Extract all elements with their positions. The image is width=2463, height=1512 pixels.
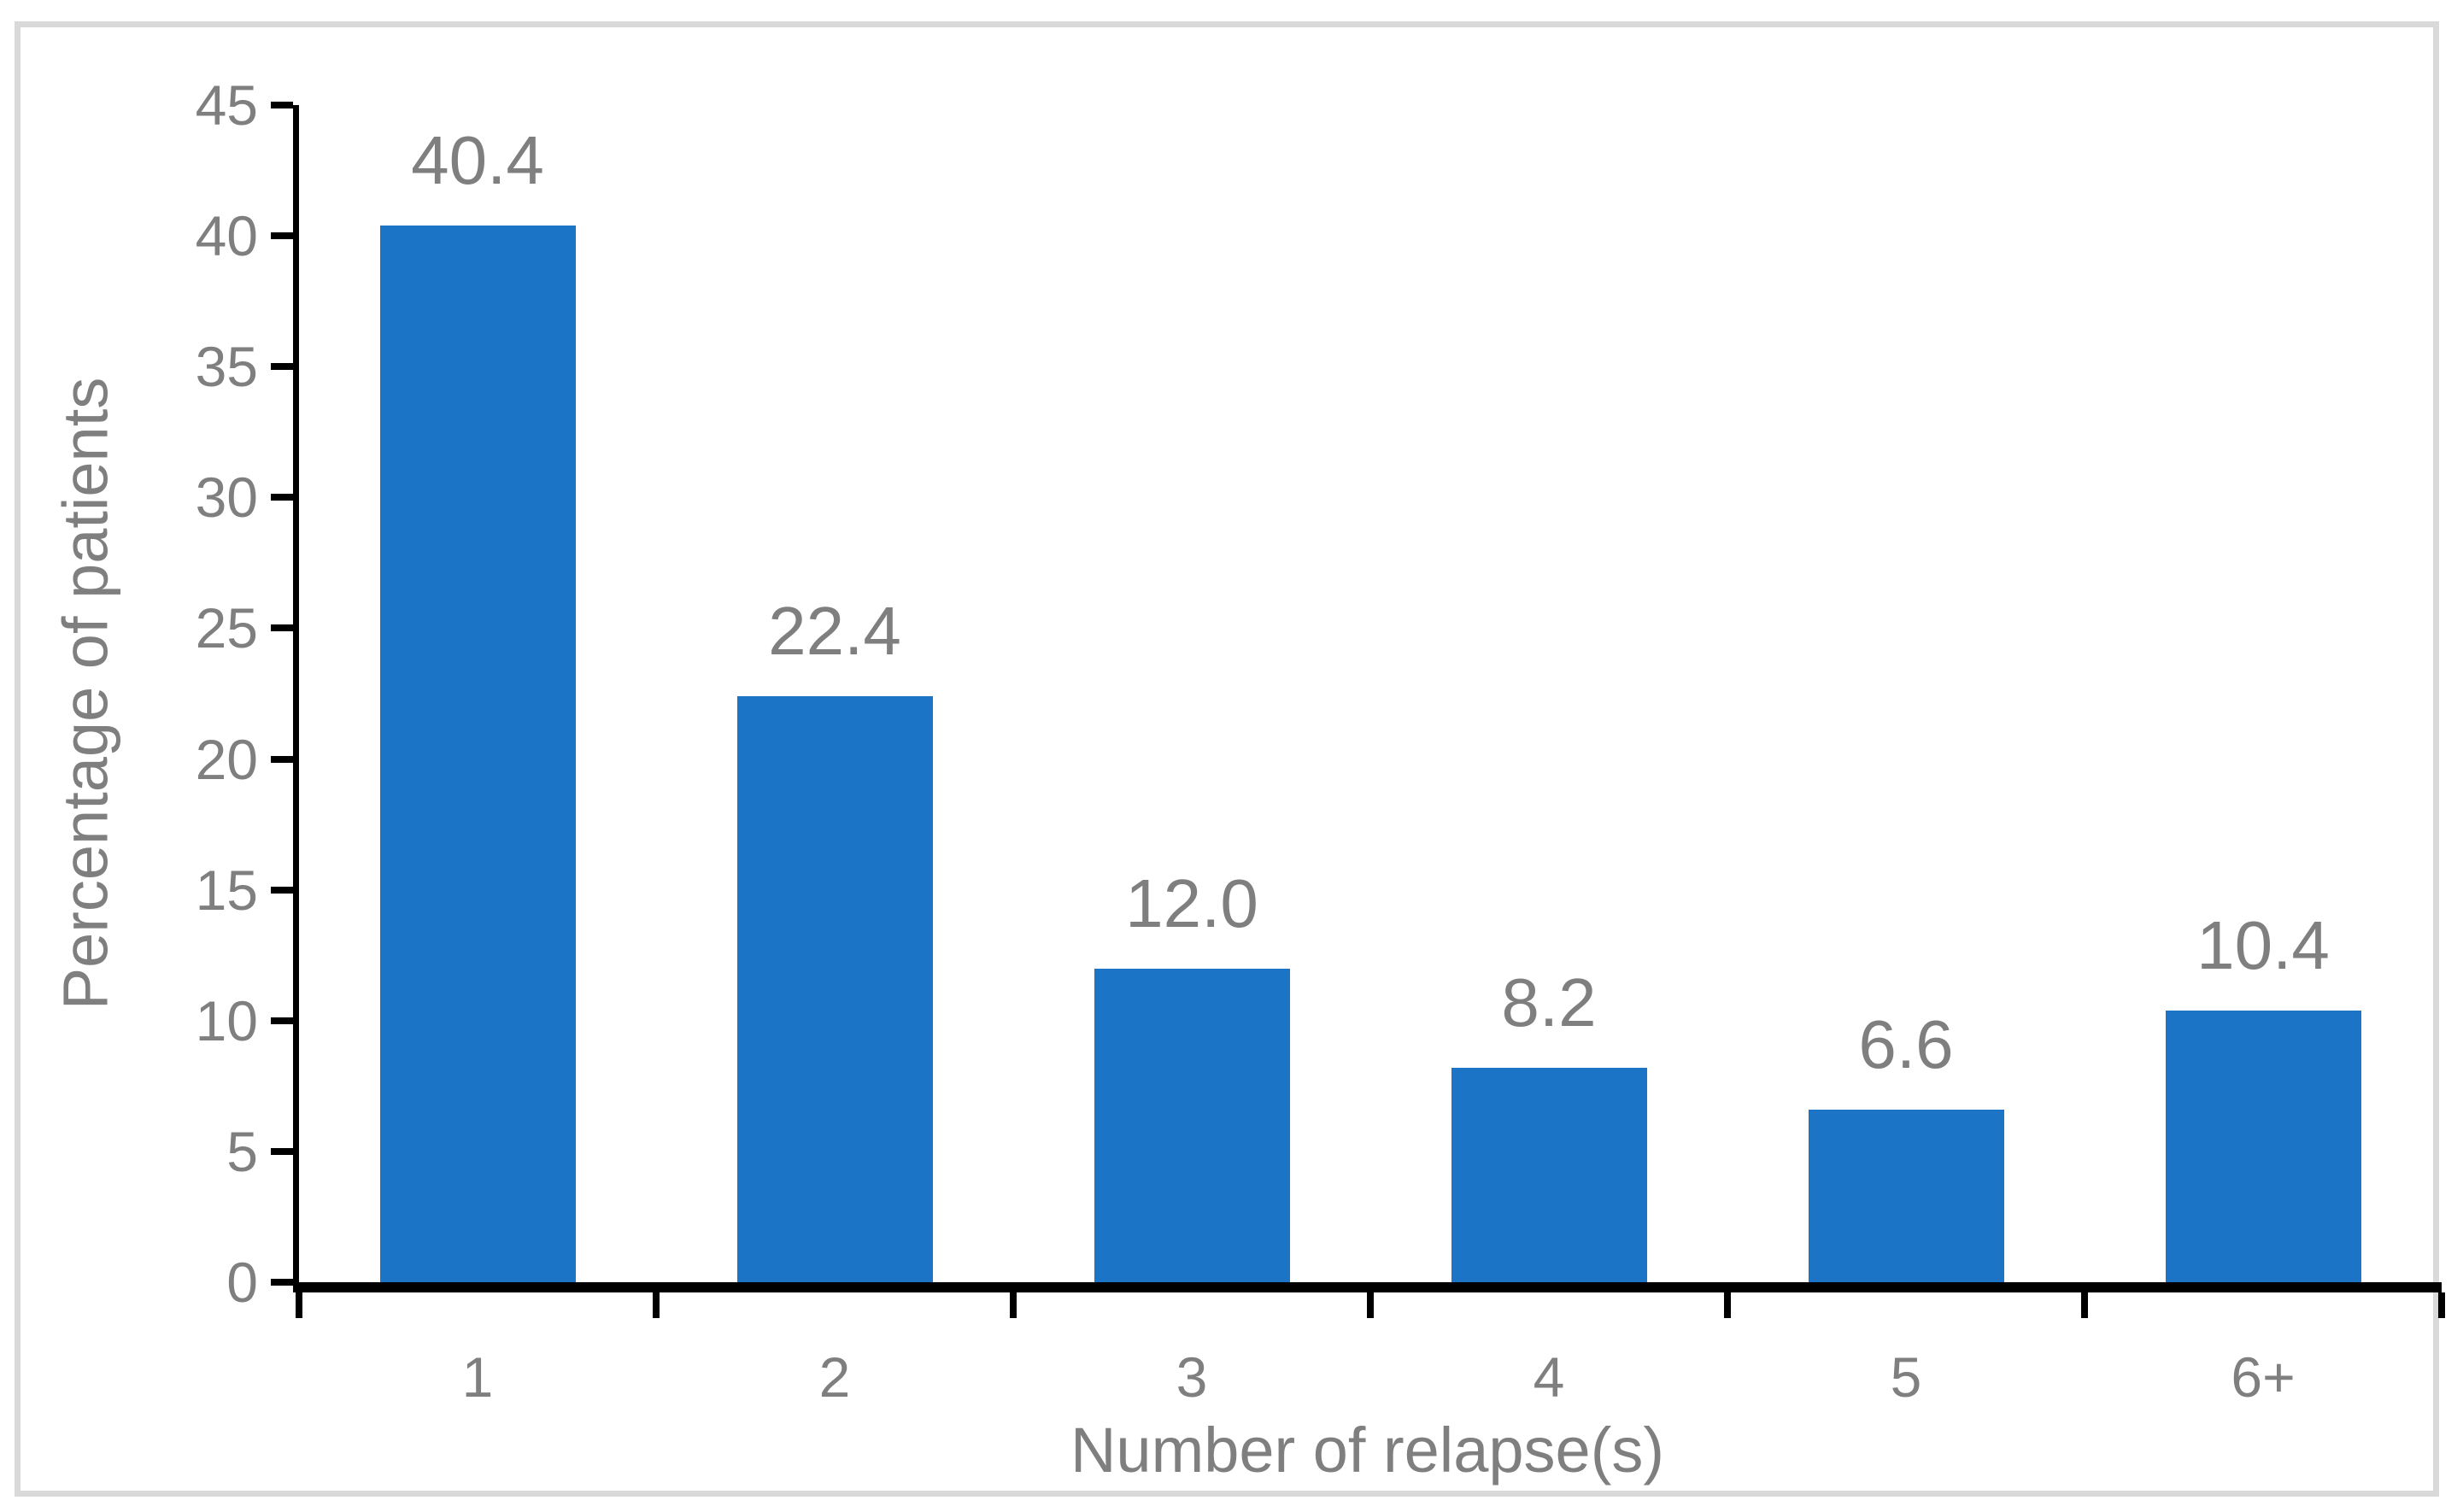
bar-value-label: 22.4: [768, 593, 901, 670]
x-tick-label: 1: [461, 1345, 494, 1409]
x-tick-label: 6+: [2231, 1345, 2296, 1409]
bar: [1094, 968, 1290, 1282]
x-tick-mark: [1367, 1292, 1374, 1318]
y-tick-label: 40: [195, 204, 258, 268]
y-tick-mark: [271, 494, 293, 501]
y-tick-mark: [271, 1147, 293, 1155]
plot-area: [293, 105, 2442, 1292]
x-tick-label: 3: [1176, 1345, 1208, 1409]
bar: [2165, 1010, 2361, 1282]
bar: [736, 696, 933, 1282]
bar-value-label: 6.6: [1858, 1005, 1954, 1082]
bar-value-label: 8.2: [1501, 964, 1597, 1040]
y-tick-label: 20: [195, 727, 258, 791]
y-tick-label: 45: [195, 73, 258, 137]
y-tick-mark: [271, 1279, 293, 1286]
bar-value-label: 10.4: [2196, 906, 2330, 983]
bar: [379, 225, 576, 1282]
x-tick-mark: [1010, 1292, 1017, 1318]
x-axis-title: Number of relapse(s): [1070, 1415, 1664, 1486]
y-tick-label: 5: [226, 1119, 258, 1183]
x-tick-label: 4: [1533, 1345, 1565, 1409]
y-tick-mark: [271, 755, 293, 763]
y-tick-label: 25: [195, 596, 258, 660]
y-tick-mark: [271, 886, 293, 894]
y-tick-label: 10: [195, 988, 258, 1052]
y-tick-label: 30: [195, 466, 258, 530]
x-tick-label: 2: [818, 1345, 851, 1409]
y-tick-mark: [271, 1017, 293, 1024]
y-tick-mark: [271, 232, 293, 240]
x-tick-mark: [296, 1292, 302, 1318]
x-tick-mark: [2081, 1292, 2088, 1318]
y-tick-mark: [271, 624, 293, 632]
x-tick-mark: [1724, 1292, 1731, 1318]
y-tick-label: 35: [195, 335, 258, 399]
bar-value-label: 40.4: [411, 121, 544, 198]
x-tick-label: 5: [1890, 1345, 1922, 1409]
bar: [1451, 1067, 1647, 1282]
y-tick-label: 0: [226, 1251, 258, 1314]
y-tick-mark: [271, 102, 293, 108]
bar: [1808, 1109, 2004, 1282]
x-tick-mark: [2438, 1292, 2445, 1318]
y-tick-mark: [271, 363, 293, 371]
y-tick-label: 15: [195, 858, 258, 922]
x-tick-mark: [653, 1292, 660, 1318]
bar-value-label: 12.0: [1125, 864, 1258, 941]
